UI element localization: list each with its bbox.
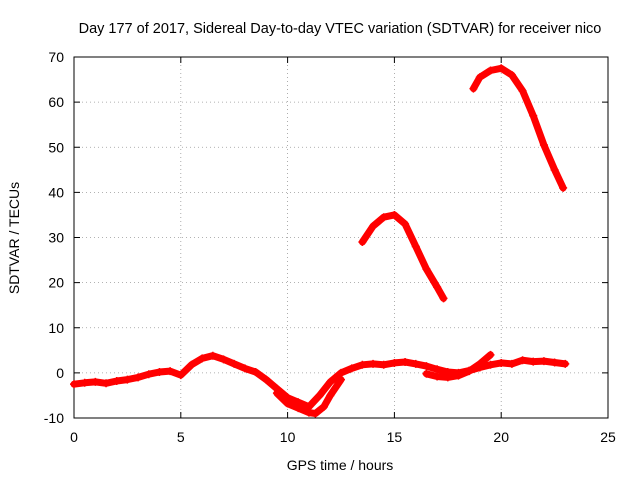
data-point bbox=[443, 373, 452, 382]
data-point bbox=[102, 379, 111, 388]
data-point bbox=[475, 359, 484, 368]
data-point bbox=[369, 359, 378, 368]
data-point bbox=[550, 358, 559, 367]
data-point bbox=[401, 219, 410, 228]
y-tick-label: 40 bbox=[48, 184, 64, 200]
data-point bbox=[454, 371, 463, 380]
data-point bbox=[112, 376, 121, 385]
data-point bbox=[469, 84, 478, 93]
data-point bbox=[251, 367, 260, 376]
data-point bbox=[91, 377, 100, 386]
data-point bbox=[134, 373, 143, 382]
axis-ticks bbox=[73, 56, 609, 419]
data-point bbox=[319, 402, 328, 411]
data-point bbox=[337, 368, 345, 377]
data-point bbox=[369, 222, 378, 231]
data-point bbox=[304, 408, 313, 417]
data-point bbox=[337, 375, 345, 384]
data-point bbox=[176, 371, 185, 380]
y-tick-label: 50 bbox=[48, 139, 64, 155]
x-tick-label: 0 bbox=[70, 429, 78, 445]
data-point bbox=[486, 66, 495, 75]
data-point bbox=[80, 378, 89, 387]
data-point bbox=[422, 362, 431, 371]
data-point bbox=[358, 360, 367, 369]
data-point bbox=[497, 64, 506, 73]
data-point bbox=[507, 71, 516, 80]
data-point bbox=[465, 367, 474, 376]
data-point bbox=[155, 367, 164, 376]
data-point bbox=[198, 354, 207, 363]
series-trace bbox=[358, 211, 447, 302]
data-points bbox=[70, 64, 570, 418]
data-point bbox=[433, 283, 442, 292]
x-tick-label: 10 bbox=[280, 429, 296, 445]
y-tick-labels: -10 0 10 20 30 40 50 60 70 bbox=[44, 49, 64, 426]
x-tick-label: 15 bbox=[387, 429, 403, 445]
data-point bbox=[559, 183, 568, 192]
data-point bbox=[379, 213, 388, 222]
x-tick-labels: 0 5 10 15 20 25 bbox=[70, 429, 616, 445]
data-point bbox=[144, 370, 153, 379]
data-point bbox=[219, 355, 228, 364]
x-tick-label: 5 bbox=[177, 429, 185, 445]
data-point bbox=[262, 375, 271, 384]
data-point bbox=[123, 375, 132, 384]
data-point bbox=[433, 365, 442, 374]
data-point bbox=[240, 364, 249, 373]
x-tick-label: 25 bbox=[600, 429, 616, 445]
data-point bbox=[272, 389, 281, 398]
data-point bbox=[422, 369, 431, 378]
data-point bbox=[326, 377, 335, 386]
data-point bbox=[550, 165, 559, 174]
data-point bbox=[283, 399, 292, 408]
data-point bbox=[507, 359, 516, 368]
data-point bbox=[208, 351, 217, 360]
data-point bbox=[401, 358, 410, 367]
data-point bbox=[70, 380, 78, 389]
data-point bbox=[433, 372, 442, 381]
data-point bbox=[529, 357, 538, 366]
data-point bbox=[390, 210, 399, 219]
data-point bbox=[497, 358, 506, 367]
y-tick-label: 30 bbox=[48, 230, 64, 246]
data-point bbox=[315, 391, 324, 400]
data-point bbox=[347, 364, 356, 373]
x-tick-label: 20 bbox=[493, 429, 509, 445]
data-point bbox=[230, 359, 239, 368]
y-tick-label: 0 bbox=[56, 365, 64, 381]
data-point bbox=[166, 367, 175, 376]
data-point bbox=[390, 358, 399, 367]
data-point bbox=[539, 357, 548, 366]
series-trace bbox=[469, 64, 567, 192]
data-point bbox=[379, 360, 388, 369]
data-point bbox=[311, 409, 320, 418]
data-point bbox=[326, 391, 335, 400]
data-point bbox=[411, 359, 420, 368]
data-point bbox=[486, 360, 495, 369]
y-tick-label: 70 bbox=[48, 49, 64, 65]
data-point bbox=[561, 359, 570, 368]
y-tick-label: -10 bbox=[44, 410, 64, 426]
chart-title: Day 177 of 2017, Sidereal Day-to-day VTE… bbox=[79, 21, 602, 37]
data-point bbox=[294, 404, 303, 413]
data-point bbox=[439, 294, 448, 303]
data-point bbox=[422, 265, 431, 274]
y-tick-label: 60 bbox=[48, 94, 64, 110]
data-point bbox=[358, 238, 367, 247]
data-point bbox=[411, 242, 420, 251]
data-point bbox=[539, 140, 548, 149]
y-axis-label: SDTVAR / TECUs bbox=[6, 182, 22, 294]
x-axis-label: GPS time / hours bbox=[287, 457, 394, 473]
data-point bbox=[518, 86, 527, 95]
data-point bbox=[518, 356, 527, 365]
y-tick-label: 10 bbox=[48, 320, 64, 336]
data-point bbox=[475, 73, 484, 82]
data-point bbox=[187, 360, 196, 369]
data-point bbox=[486, 350, 495, 359]
data-point bbox=[529, 111, 538, 120]
y-tick-label: 20 bbox=[48, 275, 64, 291]
